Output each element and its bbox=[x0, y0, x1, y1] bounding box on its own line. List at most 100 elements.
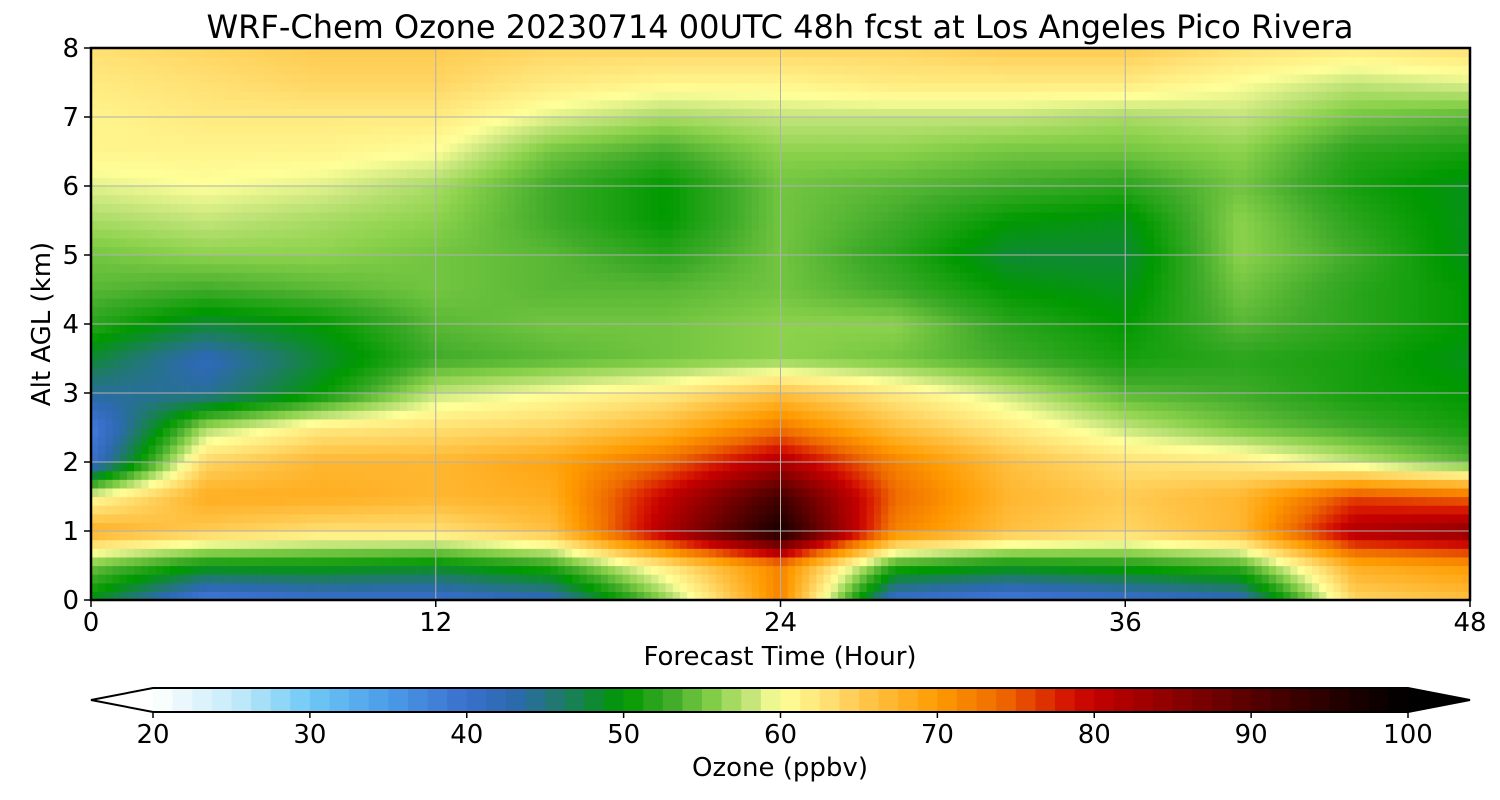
heatmap-cell bbox=[1290, 574, 1299, 584]
heatmap-cell bbox=[981, 375, 990, 385]
heatmap-cell bbox=[1039, 444, 1047, 454]
heatmap-cell bbox=[270, 401, 279, 411]
heatmap-cell bbox=[586, 487, 595, 498]
heatmap-cell bbox=[974, 496, 983, 506]
heatmap-cell bbox=[830, 487, 839, 498]
heatmap-cell bbox=[1218, 453, 1227, 463]
heatmap-cell bbox=[134, 384, 142, 394]
heatmap-cell bbox=[313, 462, 322, 472]
heatmap-cell bbox=[1333, 539, 1342, 549]
heatmap-cell bbox=[1462, 393, 1470, 403]
heatmap-cell bbox=[1067, 591, 1076, 600]
heatmap-cell bbox=[1347, 384, 1356, 394]
heatmap-cell bbox=[873, 565, 882, 575]
heatmap-cell bbox=[414, 462, 422, 472]
heatmap-cell bbox=[1405, 539, 1414, 549]
heatmap-cell bbox=[873, 496, 882, 506]
heatmap-cell bbox=[1326, 522, 1335, 532]
heatmap-cell bbox=[1333, 513, 1342, 523]
heatmap-cell bbox=[572, 384, 580, 394]
heatmap-cell bbox=[866, 522, 875, 532]
heatmap-cell bbox=[320, 410, 329, 420]
heatmap-cell bbox=[378, 410, 387, 420]
heatmap-cell bbox=[687, 556, 695, 567]
heatmap-cell bbox=[126, 556, 135, 567]
heatmap-cell bbox=[1118, 531, 1126, 541]
heatmap-cell bbox=[557, 582, 566, 592]
heatmap-cell bbox=[744, 531, 753, 541]
heatmap-cell bbox=[715, 444, 724, 454]
heatmap-cell bbox=[184, 401, 193, 411]
heatmap-cell bbox=[600, 418, 609, 429]
heatmap-cell bbox=[514, 548, 523, 558]
heatmap-cell bbox=[873, 427, 882, 437]
heatmap-cell bbox=[845, 375, 853, 385]
heatmap-cell bbox=[1319, 444, 1327, 454]
heatmap-cell bbox=[155, 591, 164, 600]
heatmap-cell bbox=[679, 427, 688, 437]
heatmap-cell bbox=[830, 522, 839, 532]
heatmap-cell bbox=[98, 513, 106, 523]
heatmap-cell bbox=[859, 427, 868, 437]
heatmap-cell bbox=[299, 427, 308, 437]
heatmap-cell bbox=[1254, 522, 1263, 532]
heatmap-cell bbox=[644, 574, 652, 584]
heatmap-cell bbox=[1448, 401, 1457, 411]
heatmap-cell bbox=[1182, 401, 1191, 411]
heatmap-cell bbox=[1247, 496, 1256, 506]
heatmap-cell bbox=[1125, 565, 1134, 575]
heatmap-cell bbox=[572, 591, 580, 600]
heatmap-cell bbox=[1261, 453, 1270, 463]
heatmap-cell bbox=[521, 479, 530, 489]
heatmap-cell bbox=[213, 513, 221, 523]
heatmap-cell bbox=[1383, 548, 1392, 558]
heatmap-cell bbox=[809, 539, 818, 549]
heatmap-cell bbox=[392, 462, 401, 472]
heatmap-cell bbox=[658, 401, 667, 411]
heatmap-cell bbox=[1046, 539, 1055, 549]
heatmap-cell bbox=[888, 410, 897, 420]
heatmap-cell bbox=[119, 436, 128, 446]
heatmap-cell bbox=[859, 591, 868, 600]
heatmap-cell bbox=[651, 470, 660, 480]
heatmap-cell bbox=[1053, 418, 1062, 429]
heatmap-cell bbox=[715, 384, 724, 394]
heatmap-cell bbox=[1218, 436, 1227, 446]
heatmap-cell bbox=[988, 444, 997, 454]
heatmap-cell bbox=[615, 470, 624, 480]
heatmap-cell bbox=[1096, 444, 1105, 454]
heatmap-cell bbox=[1369, 479, 1378, 489]
heatmap-cell bbox=[1319, 531, 1327, 541]
heatmap-cell bbox=[1039, 522, 1047, 532]
heatmap-cell bbox=[1146, 513, 1155, 523]
heatmap-cell bbox=[170, 548, 178, 558]
heatmap-cell bbox=[1103, 556, 1112, 567]
heatmap-cell bbox=[665, 384, 674, 394]
heatmap-cell bbox=[960, 444, 968, 454]
heatmap-cell bbox=[845, 436, 853, 446]
heatmap-cell bbox=[1053, 496, 1062, 506]
heatmap-cell bbox=[371, 418, 379, 429]
heatmap-cell bbox=[205, 531, 214, 541]
heatmap-cell bbox=[744, 513, 753, 523]
heatmap-cell bbox=[177, 496, 185, 506]
heatmap-cell bbox=[916, 427, 925, 437]
heatmap-cell bbox=[608, 582, 616, 592]
heatmap-cell bbox=[392, 496, 401, 506]
heatmap-cell bbox=[866, 556, 875, 567]
heatmap-cell bbox=[1189, 539, 1198, 549]
heatmap-cell bbox=[270, 427, 279, 437]
heatmap-cell bbox=[995, 393, 1004, 403]
heatmap-cell bbox=[227, 505, 236, 515]
heatmap-cell bbox=[514, 401, 523, 411]
heatmap-cell bbox=[141, 401, 150, 411]
heatmap-cell bbox=[780, 462, 789, 472]
heatmap-cell bbox=[464, 496, 473, 506]
heatmap-cell bbox=[170, 444, 178, 454]
heatmap-cell bbox=[450, 375, 458, 385]
heatmap-cell bbox=[665, 444, 674, 454]
heatmap-cell bbox=[837, 470, 846, 480]
heatmap-cell bbox=[126, 384, 135, 394]
heatmap-cell bbox=[1297, 436, 1306, 446]
heatmap-cell bbox=[572, 462, 580, 472]
